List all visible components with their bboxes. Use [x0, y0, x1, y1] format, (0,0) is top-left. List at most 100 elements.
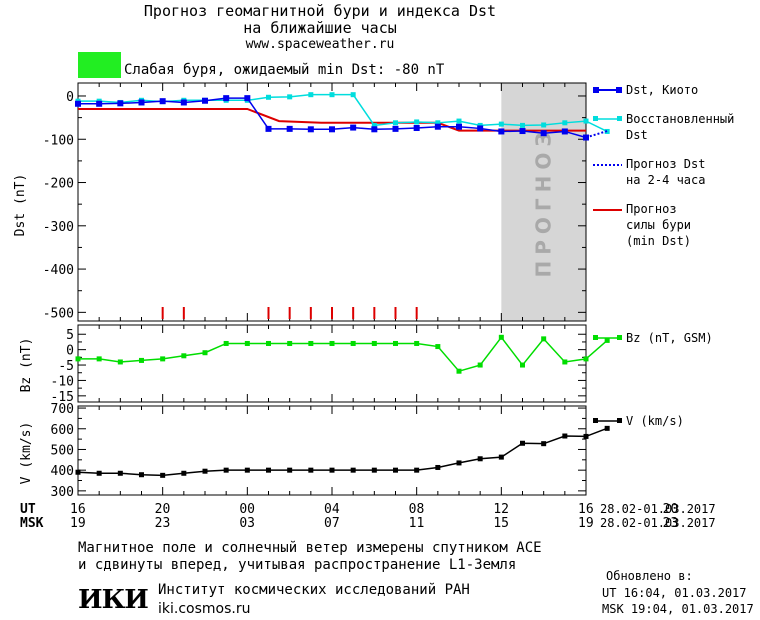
- ut-tick-label: 20: [662, 502, 679, 517]
- v-point: [435, 464, 441, 470]
- bz-point: [244, 340, 250, 346]
- bz-point: [456, 368, 462, 374]
- dst-kyoto-point: [307, 126, 314, 133]
- axis-ticks: 0-100-200-300-400-50050-5-10-15700600500…: [43, 83, 587, 500]
- bz-point: [139, 357, 144, 363]
- updated-msk: MSK 19:04, 01.03.2017: [602, 602, 754, 616]
- y-tick-label: -10: [51, 374, 74, 389]
- storm-forecast-text: Слабая буря, ожидаемый min Dst: -80 nT: [124, 62, 445, 78]
- bz-point: [520, 362, 525, 368]
- bz-point: [181, 353, 187, 359]
- v-point: [244, 467, 250, 473]
- dst-reconstructed-point: [371, 122, 377, 128]
- v-point: [393, 467, 398, 473]
- footer-note-line2: и сдвинуты вперед, учитывая распростране…: [78, 557, 517, 573]
- y-tick-label: -15: [51, 390, 74, 405]
- forecast-band-label: ПРОГНОЗ: [532, 126, 556, 277]
- msk-tick-label: 03: [239, 516, 255, 531]
- v-point: [139, 472, 144, 478]
- v-point: [562, 433, 568, 439]
- institute-name: Институт космических исследований РАН: [158, 582, 470, 598]
- msk-axis-label: MSK: [20, 516, 44, 531]
- bz-line: [78, 336, 608, 373]
- v-point: [202, 468, 208, 474]
- ut-tick-label: 08: [408, 502, 425, 517]
- y-tick-label: -200: [43, 177, 74, 192]
- legend-storm-1: Прогноз: [626, 202, 677, 216]
- bz-point: [287, 340, 293, 346]
- bz-point: [435, 344, 441, 350]
- dst-kyoto-point: [392, 125, 399, 132]
- v-point: [287, 467, 293, 473]
- v-point: [350, 467, 356, 473]
- dst-reconstructed-point: [498, 121, 504, 127]
- bz-point: [477, 362, 483, 368]
- v-point: [604, 425, 610, 431]
- y-tick-label: -100: [43, 133, 74, 148]
- legend-dst-forecast-2: на 2-4 часа: [626, 173, 706, 187]
- bz-point: [350, 340, 356, 346]
- dst-kyoto-point: [456, 123, 462, 130]
- dst-kyoto-point: [477, 125, 484, 132]
- bz-point: [308, 340, 314, 346]
- dst-axis-label: Dst (nT): [13, 174, 28, 237]
- msk-tick-label: 15: [493, 516, 509, 531]
- msk-tick-label: 19: [578, 516, 594, 531]
- v-point: [308, 467, 314, 473]
- ut-tick-label: 04: [324, 502, 340, 517]
- bz-point: [329, 340, 335, 346]
- bz-point: [266, 340, 271, 346]
- dst-kyoto-point: [540, 130, 547, 137]
- legend-bz-symbol: [593, 335, 622, 340]
- dst-kyoto-point: [180, 99, 187, 106]
- v-point: [456, 460, 462, 466]
- dst-reconstructed-point: [350, 92, 356, 98]
- v-point: [96, 470, 102, 476]
- v-point: [371, 467, 377, 473]
- legend-dst-rec-2: Dst: [626, 128, 648, 142]
- institute-link[interactable]: iki.cosmos.ru: [158, 601, 251, 617]
- dst-kyoto-point: [561, 128, 568, 135]
- legend-dst-rec-symbol: [593, 116, 622, 121]
- v-point: [414, 467, 420, 473]
- iki-logo: ИКИ: [78, 585, 149, 615]
- dst-kyoto-point: [329, 126, 335, 133]
- dst-reconstructed-point: [520, 122, 525, 128]
- dst-kyoto-point: [223, 95, 230, 102]
- msk-tick-label: 07: [324, 516, 340, 531]
- legend-dst-rec-1: Восстановленный: [626, 112, 735, 126]
- legend-storm-3: (min Dst): [626, 234, 692, 248]
- legend-v-symbol: [593, 418, 622, 423]
- v-point: [160, 472, 166, 478]
- bz-point: [541, 336, 547, 342]
- y-tick-label: -300: [43, 220, 74, 235]
- y-tick-label: 700: [51, 402, 74, 417]
- date-range-msk: 28.02-01.03.2017: [600, 516, 716, 530]
- y-tick-label: 5: [66, 328, 74, 343]
- y-tick-label: -500: [43, 306, 74, 321]
- v-point: [541, 441, 547, 447]
- legend-dst-kyoto-symbol: [593, 87, 622, 93]
- y-tick-label: 300: [51, 485, 74, 500]
- bz-point: [498, 334, 504, 340]
- ut-tick-label: 12: [493, 502, 509, 517]
- updated-ut: UT 16:04, 01.03.2017: [602, 586, 747, 600]
- v-point: [520, 440, 525, 446]
- dst-reconstructed-point: [414, 119, 420, 125]
- site-url[interactable]: www.spaceweather.ru: [245, 37, 395, 52]
- ut-tick-label: 20: [154, 502, 171, 517]
- v-point: [498, 454, 504, 460]
- dst-reconstructed-point: [541, 122, 547, 128]
- v-axis-label: V (km/s): [19, 422, 34, 485]
- dst-kyoto-point: [413, 125, 420, 132]
- y-tick-label: -5: [58, 359, 74, 374]
- ut-axis-label: UT: [20, 502, 36, 517]
- dst-kyoto-point: [350, 124, 357, 131]
- bz-point: [604, 337, 610, 343]
- v-point: [583, 433, 589, 439]
- dst-reconstructed-point: [604, 128, 610, 134]
- chart-title-line2: на ближайшие часы: [243, 19, 397, 37]
- chart-marks: [75, 92, 610, 478]
- bz-point: [117, 359, 123, 365]
- dst-reconstructed-point: [456, 118, 462, 124]
